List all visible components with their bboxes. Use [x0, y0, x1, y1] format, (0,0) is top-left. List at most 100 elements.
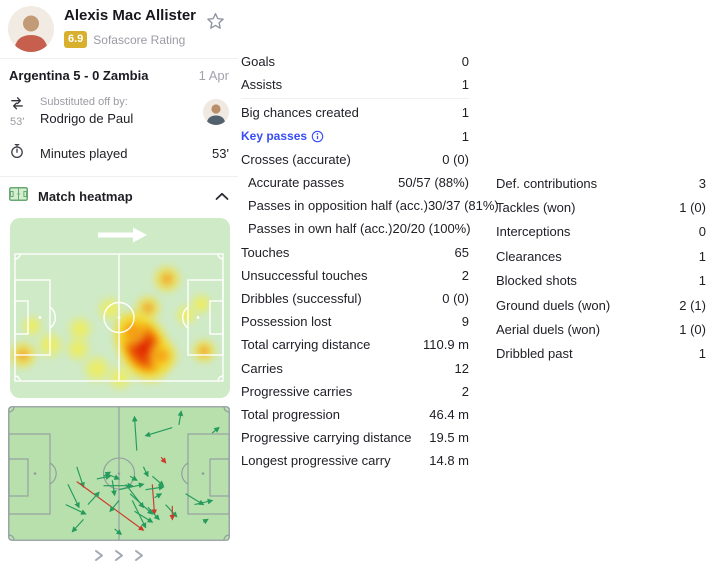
stat-row: Ground duels (won) 2 (1): [496, 293, 706, 317]
player-header: Alexis Mac Allister 6.9 Sofascore Rating: [0, 0, 238, 54]
pass-arrow-successful: [147, 506, 160, 521]
minutes-played-label: Minutes played: [40, 146, 128, 161]
stat-value: 110.9 m: [422, 337, 469, 353]
substitute-photo-placeholder: [203, 99, 229, 125]
stat-row: Total progression 46.4 m: [241, 403, 469, 426]
stat-row: Tackles (won) 1 (0): [496, 195, 706, 219]
stat-value: 0 (0): [442, 290, 469, 306]
stat-row: Dribbles (successful) 0 (0): [241, 287, 469, 310]
pass-arrow-failed: [160, 456, 167, 464]
stat-value: 1: [461, 77, 469, 93]
stat-row: Big chances created 1: [241, 101, 469, 124]
stat-label: Total carrying distance: [241, 337, 371, 353]
player-photo-placeholder: [8, 6, 54, 52]
pass-arrow-successful: [154, 493, 163, 499]
info-icon[interactable]: [311, 130, 324, 143]
minutes-played-value: 53': [212, 146, 229, 161]
heat-blob: [189, 336, 220, 367]
stat-row: Blocked shots 1: [496, 269, 706, 293]
substitution-minute: 53': [10, 116, 25, 128]
stat-label: Passes in own half (acc.): [248, 221, 393, 237]
stat-row: Def. contributions 3: [496, 171, 706, 195]
stat-value: 1: [461, 105, 469, 121]
stat-value: 1: [698, 248, 706, 264]
heatmap-section-header[interactable]: Match heatmap: [0, 177, 238, 214]
stat-value: 46.4 m: [429, 406, 469, 422]
stat-value: 12: [454, 360, 469, 376]
stat-value: 50/57 (88%): [398, 175, 469, 191]
pass-arrow-successful: [71, 519, 84, 533]
favorite-star-icon[interactable]: [206, 12, 225, 31]
heatmap-pitch-lines: [14, 227, 224, 382]
pass-arrow-successful: [142, 466, 149, 478]
stat-value: 1: [461, 128, 469, 144]
stat-label: Dribbles (successful): [241, 290, 362, 306]
stat-label: Possession lost: [241, 314, 332, 330]
stats-column-main: Goals 0 Assists 1 Big chances created 1 Key pa…: [241, 50, 499, 472]
rating-label: Sofascore Rating: [93, 32, 186, 47]
divider: [0, 176, 238, 177]
stat-row: Key passes 1: [241, 125, 469, 148]
player-avatar: [8, 6, 54, 52]
pager-next-chevron-3[interactable]: [134, 549, 144, 562]
stat-row: Clearances 1: [496, 244, 706, 268]
stat-row: Unsuccessful touches 2: [241, 264, 469, 287]
match-heatmap: [10, 218, 230, 398]
stat-row: Interceptions 0: [496, 220, 706, 244]
stat-label: Goals: [241, 54, 275, 70]
stat-value: 9: [461, 314, 469, 330]
chevron-up-icon[interactable]: [215, 188, 229, 206]
stat-label: Passes in opposition half (acc.): [248, 198, 428, 214]
stat-row: Longest progressive carry 14.8 m: [241, 449, 469, 472]
stat-value: 3: [698, 175, 706, 191]
stat-row: Possession lost 9: [241, 310, 469, 333]
pager-next-chevron-2[interactable]: [114, 549, 124, 562]
minutes-played-row: Minutes played 53': [0, 134, 238, 176]
heat-blob: [173, 302, 199, 329]
stat-row: Goals 0: [241, 50, 469, 73]
player-name: Alexis Mac Allister: [64, 7, 197, 24]
stat-row: Progressive carrying distance 19.5 m: [241, 426, 469, 449]
stat-label: Accurate passes: [248, 175, 345, 191]
stat-row: Dribbled past 1: [496, 342, 706, 366]
stat-value: 1 (0): [679, 200, 706, 216]
stat-label: Dribbled past: [496, 346, 573, 362]
heat-blob: [62, 334, 93, 365]
match-title: Argentina 5 - 0 Zambia: [9, 68, 149, 83]
pass-arrow-successful: [103, 471, 112, 478]
stat-label: Crosses (accurate): [241, 151, 351, 167]
pass-arrow-failed: [151, 484, 158, 516]
stat-row: Assists 1: [241, 73, 469, 96]
stat-label: Carries: [241, 360, 283, 376]
pager-next-chevron-1[interactable]: [94, 549, 104, 562]
stat-label: Blocked shots: [496, 273, 577, 289]
stat-value: 2 (1): [679, 297, 706, 313]
stat-row: Accurate passes 50/57 (88%): [241, 171, 469, 194]
heat-blob: [143, 337, 182, 376]
pass-map-pitch: [8, 406, 230, 541]
substitute-player-name: Rodrigo de Paul: [40, 111, 134, 126]
match-date: 1 Apr: [198, 68, 229, 83]
substitution-row[interactable]: 53' Substituted off by: Rodrigo de Paul: [0, 91, 238, 134]
match-row[interactable]: Argentina 5 - 0 Zambia 1 Apr: [0, 59, 238, 91]
divider: [0, 58, 238, 59]
stat-value: 2: [461, 267, 469, 283]
pass-arrow-successful: [65, 504, 87, 515]
stat-label: Interceptions: [496, 224, 571, 240]
substitute-avatar: [203, 99, 229, 125]
heatmap-section-title: Match heatmap: [38, 189, 133, 204]
stat-row: Aerial duels (won) 1 (0): [496, 317, 706, 341]
pass-arrow-successful: [129, 493, 154, 515]
pass-arrow-successful: [144, 427, 173, 438]
pass-arrow-failed: [76, 481, 145, 531]
stat-label: Unsuccessful touches: [241, 267, 368, 283]
pass-arrows: [65, 410, 220, 536]
stat-label: Clearances: [496, 248, 562, 264]
stat-label: Tackles (won): [496, 200, 576, 216]
key-passes-link[interactable]: Key passes: [241, 129, 462, 143]
stat-row: Total carrying distance 110.9 m: [241, 333, 469, 356]
stat-label: Longest progressive carry: [241, 453, 391, 469]
stat-value: 0: [698, 224, 706, 240]
stat-label: Assists: [241, 77, 283, 93]
stat-value: 20/20 (100%): [392, 221, 471, 237]
